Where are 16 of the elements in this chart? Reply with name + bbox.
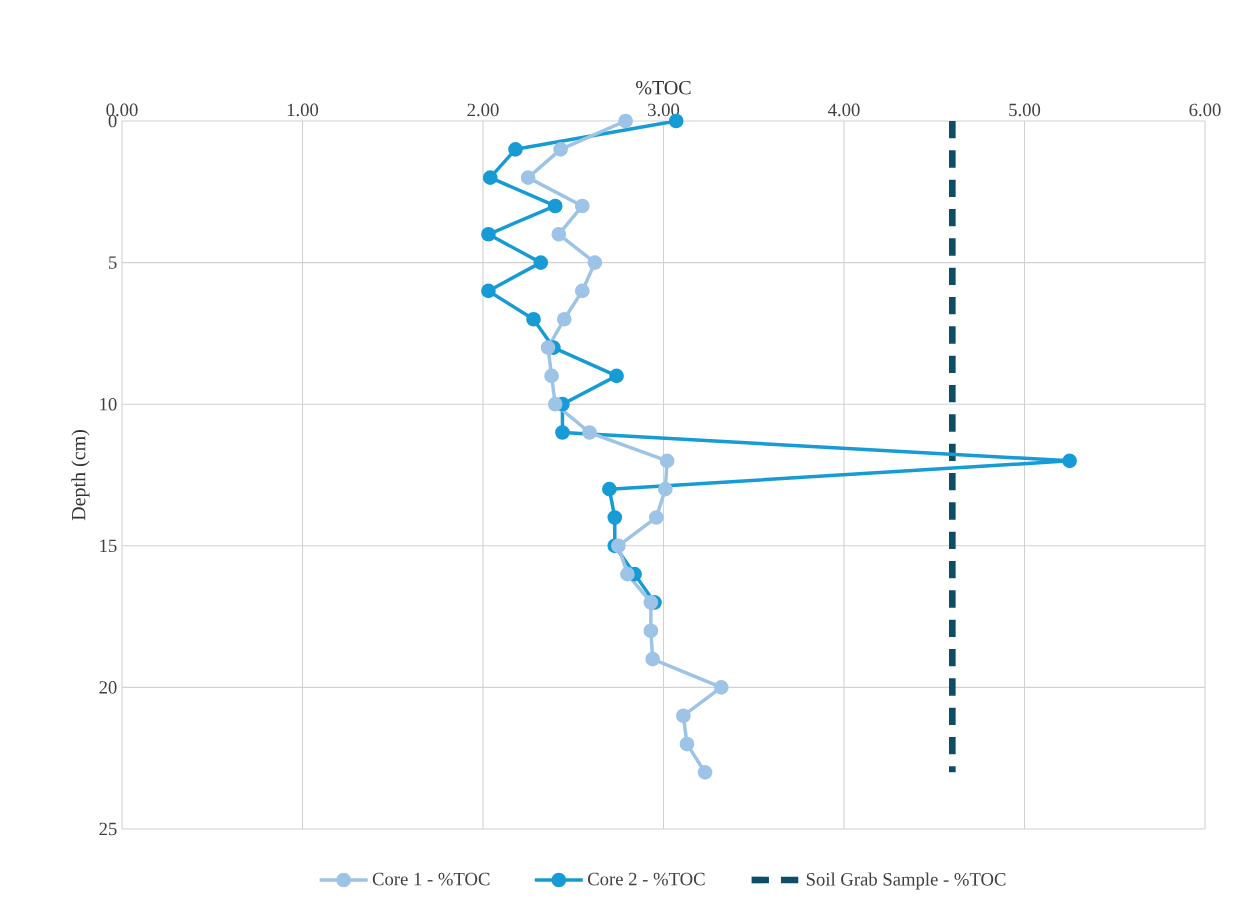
x-tick-label: 6.00 — [1189, 103, 1221, 117]
legend-label: Core 2 - %TOC — [588, 872, 705, 886]
y-tick-label: 15 — [100, 539, 117, 553]
x-tick-label: 2.00 — [467, 103, 499, 117]
y-axis-title: Depth (cm) — [71, 430, 90, 521]
x-axis-title: %TOC — [636, 80, 691, 95]
y-tick-label: 5 — [109, 256, 117, 269]
legend-label: Soil Grab Sample - %TOC — [806, 872, 1006, 890]
x-tick-label: 1.00 — [287, 103, 319, 117]
y-tick-label: 25 — [99, 822, 117, 836]
legend-label: Core 1 - %TOC — [372, 872, 490, 886]
y-tick-label: 20 — [99, 681, 117, 694]
x-tick-label: 5.00 — [1009, 103, 1041, 117]
y-tick-label: 10 — [100, 397, 117, 411]
x-tick-label: 4.00 — [828, 103, 860, 117]
x-tick-label: 3.00 — [648, 103, 680, 117]
